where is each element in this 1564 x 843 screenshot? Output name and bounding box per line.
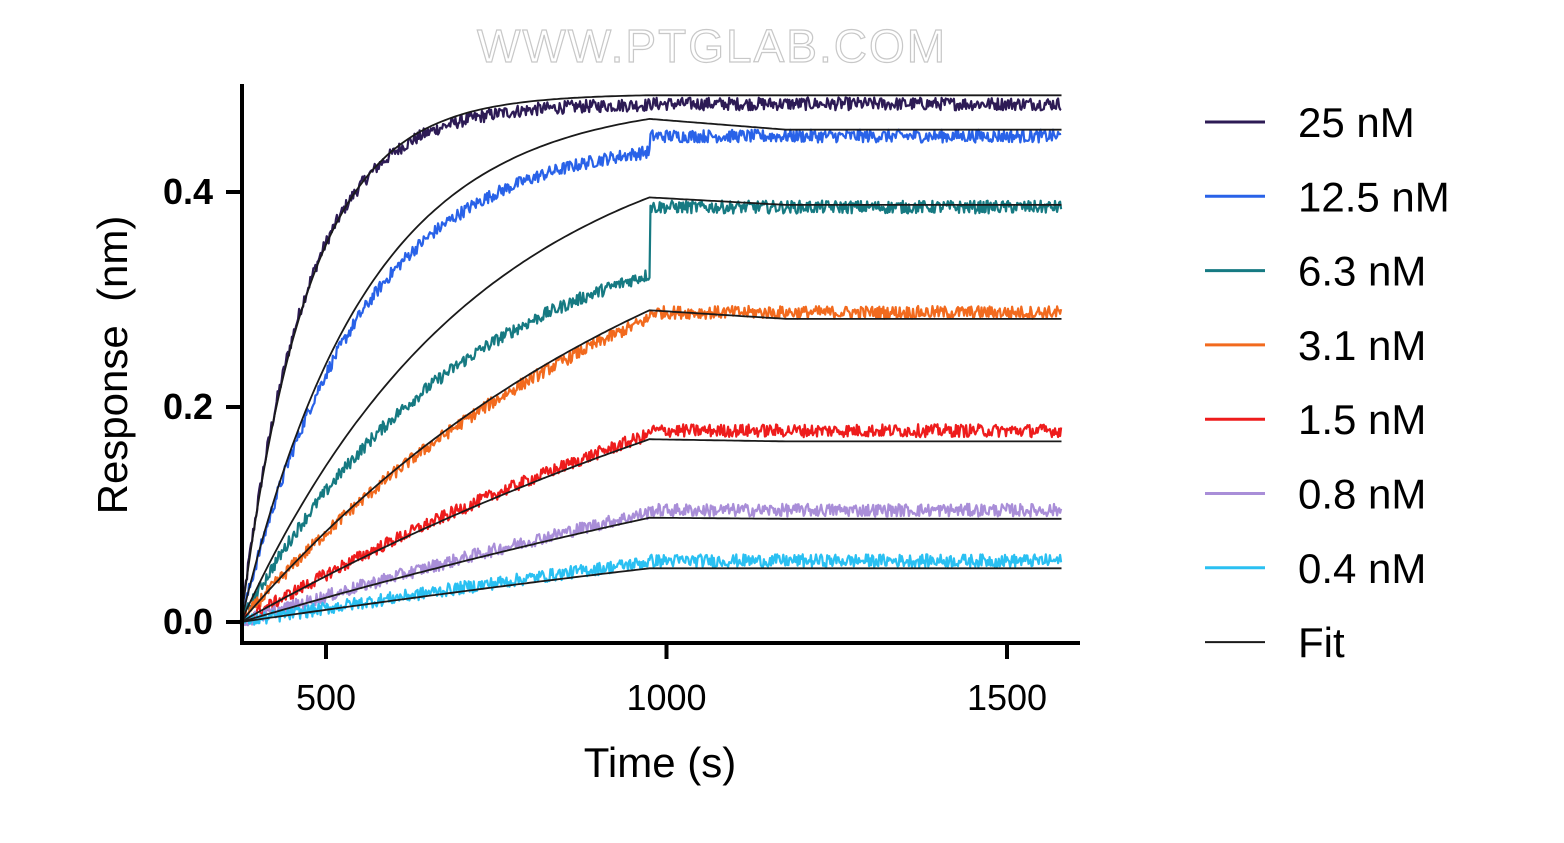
fit-line-3_1-nM <box>240 309 1062 623</box>
legend-label: 12.5 nM <box>1298 173 1450 220</box>
legend-label: 25 nM <box>1298 99 1415 146</box>
x-tick-label: 1000 <box>626 677 706 718</box>
x-axis-title: Time (s) <box>584 739 736 786</box>
legend: 25 nM 12.5 nM 6.3 nM 3.1 nM 1.5 nM 0.8 nM 0.4 … <box>1205 99 1450 666</box>
legend-label: Fit <box>1298 619 1345 666</box>
series-line-0_4-nM <box>240 553 1063 630</box>
series-line-1_5-nM <box>239 423 1063 624</box>
fit-line-12_5-nM <box>240 117 1062 623</box>
y-tick-label: 0.4 <box>163 171 213 212</box>
series-line-3_1-nM <box>239 304 1063 626</box>
x-tick-label: 1500 <box>967 677 1047 718</box>
y-tick-label: 0.2 <box>163 386 213 427</box>
series-line-25-nM <box>239 96 1062 621</box>
watermark: WWW.PTGLAB.COM <box>477 20 947 72</box>
series-line-6_3-nM <box>239 199 1063 627</box>
fit-line-0_8-nM <box>240 516 1062 623</box>
series-line-12_5-nM <box>239 128 1062 625</box>
y-axis-ticks: 0.0 0.2 0.4 <box>163 171 242 642</box>
legend-label: 6.3 nM <box>1298 248 1426 295</box>
x-axis-ticks: 500 1000 1500 <box>296 643 1047 718</box>
legend-label: 1.5 nM <box>1298 396 1426 443</box>
legend-label: 3.1 nM <box>1298 322 1426 369</box>
legend-label: 0.4 nM <box>1298 545 1426 592</box>
series-line-0_8-nM <box>240 502 1063 627</box>
fit-line-1_5-nM <box>240 438 1062 623</box>
x-tick-label: 500 <box>296 677 356 718</box>
fit-line-0_4-nM <box>240 567 1062 623</box>
legend-label: 0.8 nM <box>1298 471 1426 518</box>
fit-line-6_3-nM <box>240 196 1062 623</box>
y-axis-title: Response (nm) <box>89 216 136 515</box>
y-tick-label: 0.0 <box>163 601 213 642</box>
plot-area <box>239 94 1063 630</box>
fit-line-25-nM <box>240 94 1062 623</box>
